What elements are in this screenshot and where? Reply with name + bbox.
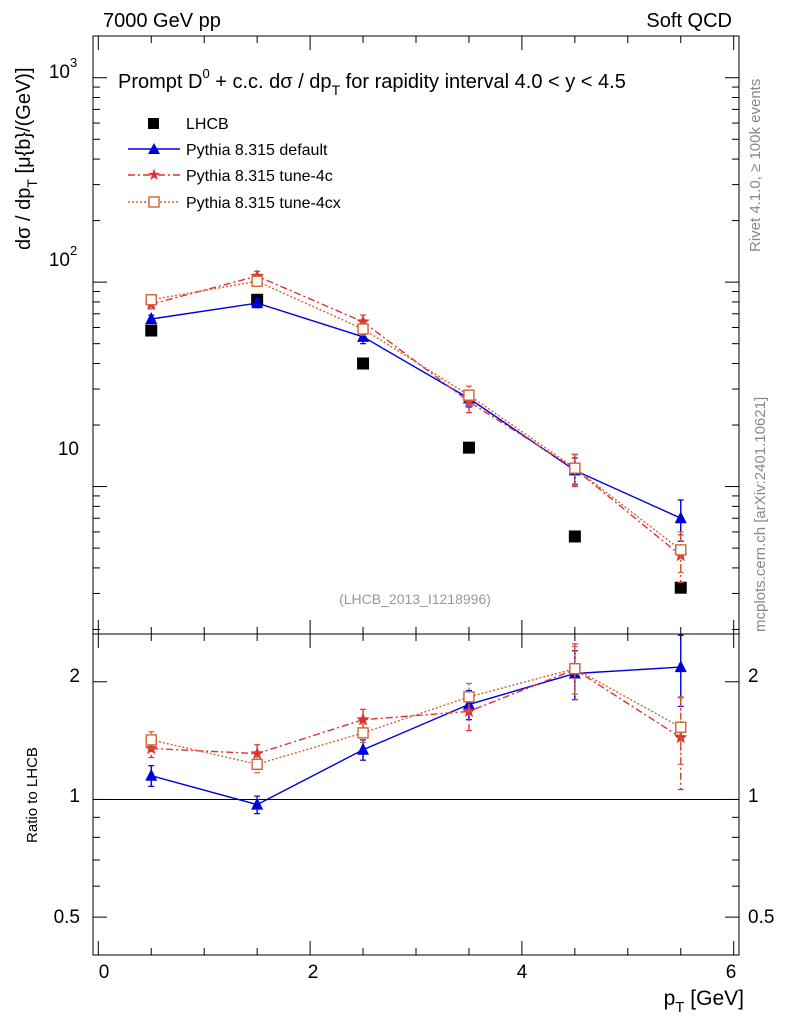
ratio-point-tune4c — [674, 730, 688, 744]
ratio-point-default — [462, 697, 475, 710]
legend-marker-default — [148, 143, 160, 154]
ratio-y-axis-label: Ratio to LHCB — [24, 747, 41, 843]
ratio-point-default — [145, 768, 158, 781]
main-point-tune4cx — [569, 462, 581, 474]
ratio-ytick-label-0.5: 0.5 — [54, 907, 80, 928]
main-point-data — [674, 581, 687, 594]
ratio-point-default — [251, 797, 264, 810]
main-point-data — [145, 324, 158, 337]
ylabel-sub: T — [24, 179, 40, 188]
energy-label: 7000 GeV pp — [103, 10, 221, 32]
plot-title: Prompt D0 + c.c. dσ / dpT for rapidity i… — [118, 66, 626, 98]
ratio-ytick-label-2-right: 2 — [748, 666, 759, 687]
ylabel-unit: [μ{b}/(GeV)] — [13, 67, 35, 179]
main-point-tune4cx — [357, 323, 369, 335]
ratio-series-group — [144, 634, 688, 815]
main-ytick-labels: 10 10 2 10 3 — [49, 55, 79, 460]
ratio-point-tune4c — [356, 712, 370, 726]
title-mid: + c.c. dσ / dp — [210, 71, 332, 93]
legend-marker-tune4cx — [148, 196, 160, 208]
ratio-line-tune4cx — [151, 667, 682, 766]
process-label: Soft QCD — [646, 10, 732, 32]
xtick-label-2: 2 — [308, 962, 319, 983]
ratio-point-tune4c — [250, 746, 264, 760]
title-main: Prompt D — [118, 71, 202, 93]
main-point-tune4c — [356, 314, 370, 328]
ratio-point-tune4cx — [357, 727, 369, 739]
main-point-tune4cx — [145, 294, 157, 306]
xtick-label-6: 6 — [726, 962, 737, 983]
ytick-label-100: 10 — [49, 250, 70, 271]
ytick-exp-100: 2 — [70, 243, 77, 258]
xtick-labels: 0 2 4 6 — [99, 962, 737, 983]
xtick-label-0: 0 — [99, 962, 110, 983]
main-point-tune4cx — [251, 275, 263, 287]
ratio-point-default — [357, 742, 370, 755]
xtick-label-4: 4 — [517, 962, 528, 983]
main-y-axis-label: dσ / dpT [μ{b}/(GeV)] — [13, 67, 40, 250]
ytick-label-1000: 10 — [49, 62, 70, 83]
ratio-line-default — [151, 666, 681, 806]
main-point-tune4cx — [675, 544, 687, 556]
ratio-point-tune4c — [462, 704, 476, 717]
main-point-data — [357, 357, 370, 370]
main-point-data — [462, 441, 475, 454]
main-point-default — [251, 296, 264, 309]
legend-label-tune4c: Pythia 8.315 tune-4c — [186, 168, 333, 185]
legend-label-default: Pythia 8.315 default — [186, 142, 328, 159]
rivet-label: Rivet 4.1.0, ≥ 100k events — [747, 79, 764, 252]
ratio-point-tune4cx — [569, 663, 581, 675]
main-series-group — [144, 269, 688, 594]
ratio-ytick-labels: 2 1 0.5 2 1 0.5 — [54, 666, 775, 928]
ratio-point-tune4cx — [463, 691, 475, 703]
main-point-tune4c — [250, 269, 264, 282]
title-end: for rapidity interval 4.0 < y < 4.5 — [340, 71, 626, 93]
ratio-point-tune4cx — [251, 758, 263, 771]
main-point-default — [357, 329, 370, 342]
ratio-axis-ticks — [93, 634, 739, 955]
main-point-tune4c — [462, 394, 476, 408]
ratio-point-tune4cx — [675, 721, 687, 733]
ytick-exp-1000: 3 — [70, 55, 77, 70]
ratio-ytick-label-0.5-right: 0.5 — [748, 907, 774, 928]
mcplots-label: mcplots.cern.ch [arXiv:2401.10621] — [752, 397, 769, 632]
analysis-annotation: (LHCB_2013_I1218996) — [339, 591, 491, 607]
ratio-line-tune4c — [151, 668, 682, 755]
ratio-point-default — [674, 660, 687, 673]
legend-marker-lhcb — [148, 118, 159, 129]
legend-label-tune4cx: Pythia 8.315 tune-4cx — [186, 195, 341, 212]
ratio-point-tune4cx — [145, 734, 157, 746]
main-point-data — [568, 530, 581, 543]
x-axis-label: pT [GeV] — [664, 987, 744, 1016]
main-axis-ticks — [93, 36, 739, 634]
xlabel-sub: T — [675, 999, 684, 1016]
legend-marker-tune4c: ★ — [147, 167, 161, 184]
main-line-default — [151, 302, 682, 519]
legend: LHCB Pythia 8.315 default ★ Pythia 8.315… — [128, 116, 341, 212]
ratio-ytick-label-1: 1 — [69, 786, 80, 807]
ytick-label-10: 10 — [58, 439, 79, 460]
title-sub: T — [332, 82, 341, 98]
main-line-tune4cx — [151, 280, 682, 551]
main-point-default — [674, 511, 687, 524]
xlabel-unit: [GeV] — [684, 987, 744, 1010]
ratio-ytick-label-2: 2 — [69, 666, 80, 687]
legend-label-lhcb: LHCB — [186, 116, 229, 133]
ratio-plot-frame — [92, 633, 740, 956]
ratio-ytick-label-1-right: 1 — [748, 786, 759, 807]
main-line-tune4c — [151, 275, 682, 557]
ylabel-main: dσ / dp — [13, 188, 35, 250]
main-point-default — [145, 312, 158, 325]
main-point-tune4cx — [463, 389, 475, 401]
xlabel-main: p — [664, 987, 676, 1010]
title-sup: 0 — [202, 66, 209, 81]
